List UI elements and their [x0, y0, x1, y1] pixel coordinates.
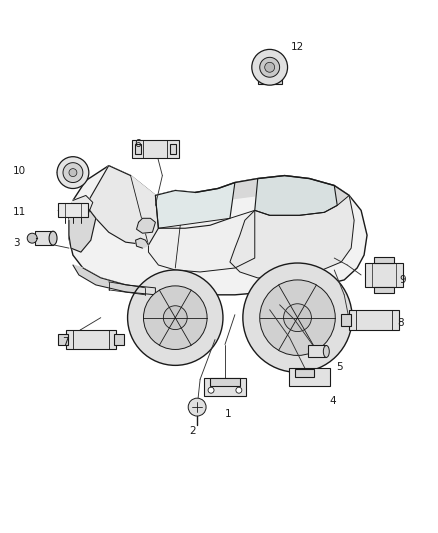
Circle shape — [283, 304, 311, 332]
Text: 3: 3 — [13, 238, 20, 248]
Polygon shape — [71, 196, 93, 215]
Text: 7: 7 — [62, 336, 68, 346]
Text: 9: 9 — [399, 275, 406, 285]
Circle shape — [27, 233, 37, 243]
Circle shape — [236, 387, 242, 393]
Circle shape — [208, 387, 214, 393]
Text: 12: 12 — [291, 43, 304, 52]
Ellipse shape — [323, 345, 329, 358]
Polygon shape — [148, 211, 255, 272]
FancyBboxPatch shape — [210, 378, 240, 386]
Circle shape — [243, 263, 352, 373]
FancyBboxPatch shape — [170, 144, 176, 154]
Circle shape — [57, 157, 89, 189]
Circle shape — [63, 163, 83, 182]
Circle shape — [69, 168, 77, 176]
Polygon shape — [69, 166, 367, 295]
FancyBboxPatch shape — [58, 334, 68, 345]
Polygon shape — [195, 175, 349, 211]
Polygon shape — [135, 238, 148, 248]
Circle shape — [163, 306, 187, 329]
Text: 1: 1 — [225, 409, 231, 419]
FancyBboxPatch shape — [131, 140, 179, 158]
Circle shape — [144, 286, 207, 350]
Polygon shape — [230, 196, 354, 278]
Circle shape — [127, 270, 223, 365]
Text: 6: 6 — [134, 139, 141, 149]
Polygon shape — [69, 205, 96, 252]
FancyBboxPatch shape — [341, 314, 351, 326]
Polygon shape — [73, 265, 155, 295]
Circle shape — [260, 280, 335, 356]
FancyBboxPatch shape — [308, 345, 326, 358]
FancyBboxPatch shape — [294, 369, 314, 377]
FancyBboxPatch shape — [349, 310, 399, 329]
Text: 4: 4 — [329, 396, 336, 406]
Polygon shape — [255, 175, 337, 215]
Polygon shape — [137, 219, 155, 233]
FancyBboxPatch shape — [204, 378, 246, 396]
FancyBboxPatch shape — [289, 368, 330, 386]
Text: 8: 8 — [398, 318, 404, 328]
FancyBboxPatch shape — [66, 329, 116, 350]
FancyBboxPatch shape — [374, 257, 394, 263]
FancyBboxPatch shape — [58, 204, 88, 217]
Text: 11: 11 — [13, 207, 26, 217]
FancyBboxPatch shape — [374, 287, 394, 293]
FancyBboxPatch shape — [258, 74, 282, 84]
Polygon shape — [86, 166, 159, 245]
Text: 2: 2 — [189, 426, 195, 436]
FancyBboxPatch shape — [114, 334, 124, 345]
Circle shape — [265, 62, 275, 72]
Circle shape — [252, 50, 288, 85]
FancyBboxPatch shape — [134, 144, 141, 154]
Circle shape — [260, 58, 279, 77]
Text: 10: 10 — [13, 166, 26, 175]
FancyBboxPatch shape — [365, 263, 403, 287]
Ellipse shape — [49, 231, 57, 245]
Circle shape — [188, 398, 206, 416]
Text: 5: 5 — [336, 362, 343, 373]
FancyBboxPatch shape — [35, 231, 53, 245]
Polygon shape — [155, 182, 235, 228]
